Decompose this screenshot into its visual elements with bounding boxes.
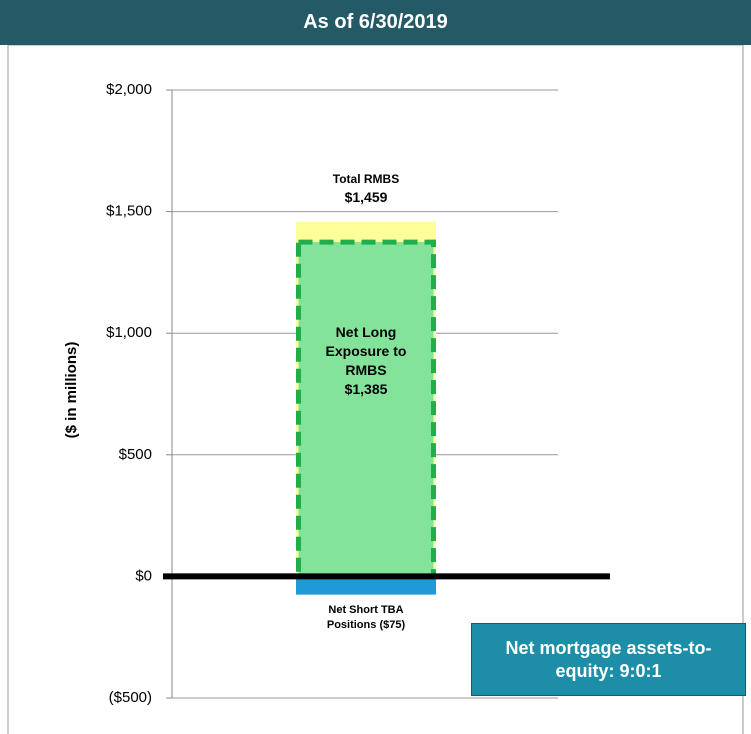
value-label: $1,459 [344,188,388,205]
annotation: Net mortgage assets-to-equity: 9:0:1 [471,623,746,696]
y-tick-label: $500 [119,446,152,463]
y-axis-label: ($ in millions) [63,342,80,439]
y-tick-label: $1,000 [106,324,152,341]
value-label: $1,385 [344,380,388,397]
series-name: Total RMBS [332,171,400,186]
series-name: Net Long Exposure to RMBS [325,323,407,378]
data-label: Net Long Exposure to RMBS $1,385 [311,323,421,399]
bar [296,239,436,579]
data-label: Net Short TBA Positions ($75) [306,603,426,633]
y-tick-label: $1,500 [106,203,152,220]
value-label: ($75) [379,618,406,631]
chart-title: As of 6/30/2019 [0,0,751,45]
y-tick-label: $0 [135,567,152,584]
data-label: Total RMBS $1,459 [296,170,436,206]
y-tick-label: ($500) [109,689,152,706]
bar [296,576,436,595]
series-name: Net Short TBA Positions [326,603,404,631]
y-tick-label: $2,000 [106,81,152,98]
chart-frame [7,44,744,734]
